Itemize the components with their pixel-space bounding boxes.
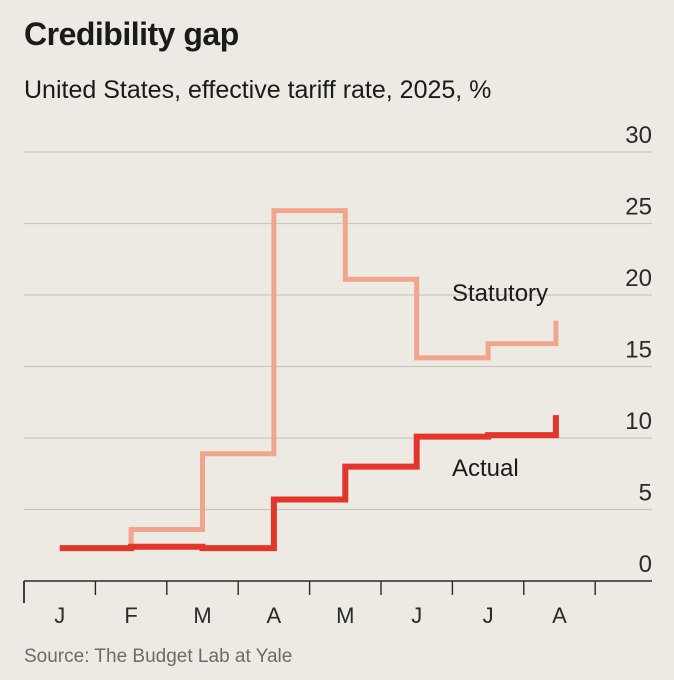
y-tick-label-10: 10: [625, 408, 652, 435]
chart-title: Credibility gap: [24, 16, 239, 52]
source-note: Source: The Budget Lab at Yale: [24, 646, 293, 667]
y-tick-label-5: 5: [639, 480, 652, 507]
x-tick-label-0: J: [54, 603, 65, 628]
x-tick-label-4: M: [336, 603, 354, 628]
x-tick-label-7: A: [552, 603, 567, 628]
x-tick-label-1: F: [124, 603, 137, 628]
y-tick-label-30: 30: [625, 122, 652, 149]
series-labels: Statutory Actual: [452, 280, 548, 482]
x-tick-label-3: A: [267, 603, 282, 628]
series-label-statutory: Statutory: [452, 280, 548, 307]
tariff-step-chart: 0 5 10 15 20 25 30 J F M A M J J A Statutory Actual: [23, 122, 652, 628]
y-tick-label-20: 20: [625, 265, 652, 292]
x-tick-label-2: M: [193, 603, 211, 628]
y-tick-label-25: 25: [625, 194, 652, 221]
y-tick-label-15: 15: [625, 337, 652, 364]
x-tick-label-5: J: [411, 603, 422, 628]
y-axis-ticks: 0 5 10 15 20 25 30: [625, 122, 652, 578]
x-tick-label-6: J: [483, 603, 494, 628]
series-label-actual: Actual: [452, 455, 519, 482]
series-layer: [59, 208, 559, 552]
series-line-statutory: [59, 208, 559, 551]
grid-layer: [24, 151, 652, 511]
y-tick-label-0: 0: [639, 551, 652, 578]
chart-subtitle: United States, effective tariff rate, 20…: [24, 76, 492, 104]
series-line-actual: [59, 415, 559, 552]
